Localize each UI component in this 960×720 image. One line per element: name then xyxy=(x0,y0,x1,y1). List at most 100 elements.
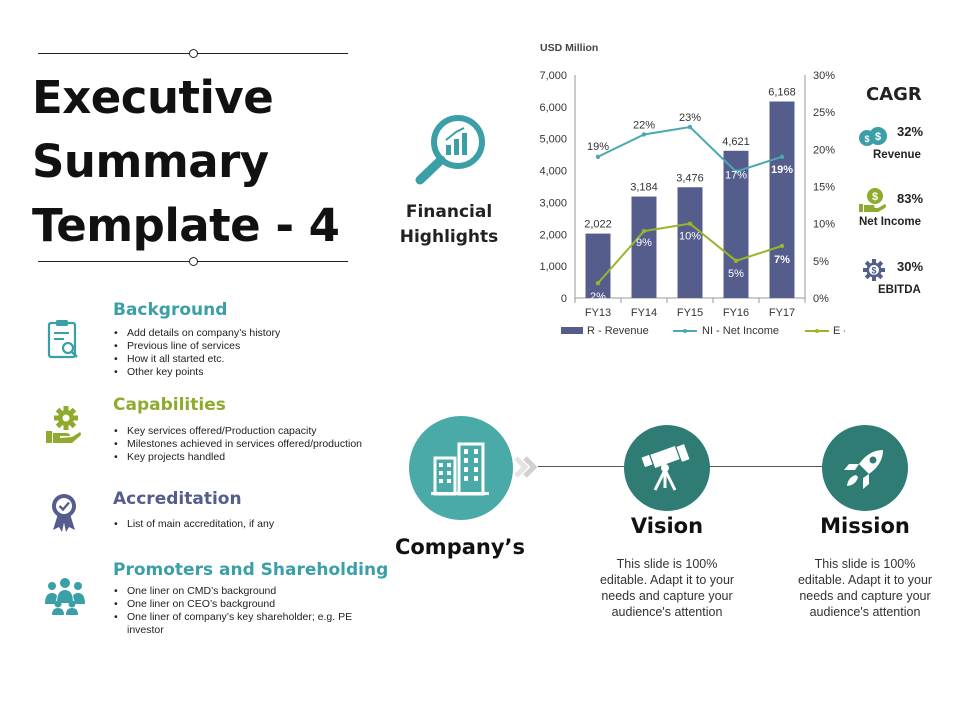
legend-marker xyxy=(815,329,819,333)
mission-circle xyxy=(822,425,908,511)
line-value-label: 23% xyxy=(679,112,701,124)
bar xyxy=(677,187,703,298)
x-tick-label: FY17 xyxy=(769,307,795,319)
y-tick-label: 7,000 xyxy=(539,70,567,82)
x-tick-label: FY13 xyxy=(585,307,611,319)
y2-tick-label: 30% xyxy=(813,70,835,82)
series-point xyxy=(779,154,785,159)
financial-highlights-label: Financial Highlights xyxy=(399,202,499,247)
title-bottom-dot xyxy=(189,257,198,266)
line-value-label: 22% xyxy=(633,119,655,131)
dollar-gear-icon: $ xyxy=(863,259,885,281)
line-value-label: 19% xyxy=(587,141,609,153)
money-bag-icon: $ $ xyxy=(859,127,887,146)
bar-value-label: 3,184 xyxy=(630,182,658,194)
chevron-right-icon xyxy=(514,456,538,478)
list-item: Milestones achieved in services offered/… xyxy=(113,438,362,451)
mission-label: Mission xyxy=(820,514,910,538)
series-line xyxy=(597,125,783,173)
legend-label: E - EBITDA xyxy=(833,325,845,337)
list-item: One liner on CMD’s background xyxy=(113,585,358,598)
legend-label: NI - Net Income xyxy=(702,325,779,337)
series-point xyxy=(733,169,739,174)
bar-value-label: 2,022 xyxy=(584,219,612,231)
section-heading-promoters: Promoters and Shareholding xyxy=(113,560,389,580)
line-value-label: 10% xyxy=(679,231,701,243)
list-item: Key projects handled xyxy=(113,451,362,464)
financial-chart: USD Million 0 1,000 2,000 3,000 4,000 5,000 6,… xyxy=(539,42,845,337)
bar xyxy=(585,233,611,298)
bar xyxy=(723,150,749,298)
line-value-label: 9% xyxy=(636,237,652,249)
svg-text:$: $ xyxy=(864,134,869,144)
legend-marker xyxy=(683,329,687,333)
svg-text:$: $ xyxy=(872,191,878,203)
series-point xyxy=(779,243,785,249)
clipboard-search-icon xyxy=(47,320,78,359)
y2-tick-label: 0% xyxy=(813,293,829,305)
series-point xyxy=(687,221,693,226)
series-point xyxy=(641,228,647,234)
legend-swatch xyxy=(561,327,583,334)
list-item: Add details on company’s history xyxy=(113,327,280,340)
y-tick-label: 1,000 xyxy=(539,261,567,273)
bar xyxy=(631,196,657,298)
award-ribbon-icon xyxy=(52,494,76,532)
list-item: One liner on CEO’s background xyxy=(113,598,358,611)
people-group-icon xyxy=(45,578,85,615)
building-icon xyxy=(431,442,489,496)
svg-text:$: $ xyxy=(875,131,881,143)
y-tick-label: 3,000 xyxy=(539,197,567,209)
x-tick-label: FY15 xyxy=(677,307,703,319)
line-value-label: 17% xyxy=(725,170,747,182)
y2-tick-label: 10% xyxy=(813,219,835,231)
y-tick-label: 5,000 xyxy=(539,134,567,146)
list-item: Key services offered/Production capacity xyxy=(113,425,362,438)
company-circle xyxy=(409,416,513,520)
cagr-value: 83% xyxy=(897,191,924,206)
series-point xyxy=(733,258,739,264)
bar-value-label: 6,168 xyxy=(768,87,796,99)
series-point xyxy=(687,124,693,130)
series-point xyxy=(595,280,601,286)
line-value-label: 19% xyxy=(771,164,793,176)
y-tick-label: 2,000 xyxy=(539,229,567,241)
page-title: Executive Summary Template - 4 xyxy=(32,71,340,252)
y-tick-label: 6,000 xyxy=(539,102,567,114)
section-heading-background: Background xyxy=(113,300,228,320)
cagr-name: Net Income xyxy=(859,216,921,228)
cagr-value: 32% xyxy=(897,124,924,139)
cagr-name: EBITDA xyxy=(878,284,921,296)
accreditation-list: List of main accreditation, if any xyxy=(113,518,274,531)
title-top-dot xyxy=(189,49,198,58)
line-value-label: 2% xyxy=(590,291,606,303)
section-heading-capabilities: Capabilities xyxy=(113,395,226,415)
mission-description: This slide is 100% editable. Adapt it to… xyxy=(797,557,933,619)
y2-tick-label: 20% xyxy=(813,144,835,156)
list-item: One liner of company’s key shareholder; … xyxy=(113,611,358,637)
y-tick-label: 4,000 xyxy=(539,166,567,178)
gear-hand-icon xyxy=(46,406,81,443)
series-point xyxy=(595,154,601,159)
cagr-value: 30% xyxy=(897,259,924,274)
series-point xyxy=(641,132,647,137)
dollar-hand-icon: $ xyxy=(859,188,886,212)
x-tick-label: FY14 xyxy=(631,307,657,319)
line-value-label: 7% xyxy=(774,254,790,266)
list-item: Other key points xyxy=(113,366,280,379)
svg-text:$: $ xyxy=(871,266,876,276)
bar xyxy=(769,101,795,298)
rocket-icon xyxy=(844,450,883,489)
list-item: List of main accreditation, if any xyxy=(113,518,274,531)
vision-description: This slide is 100% editable. Adapt it to… xyxy=(599,557,735,619)
bar-value-label: 3,476 xyxy=(676,172,704,184)
background-list: Add details on company’s history Previou… xyxy=(113,327,280,379)
cagr-title: CAGR xyxy=(866,84,922,105)
y2-tick-label: 15% xyxy=(813,182,835,194)
list-item: How it all started etc. xyxy=(113,353,280,366)
y-axis-unit-label: USD Million xyxy=(540,42,598,54)
section-heading-accreditation: Accreditation xyxy=(113,489,242,509)
magnifier-chart-icon xyxy=(415,115,485,185)
bar-value-label: 4,621 xyxy=(722,136,750,148)
line-value-label: 5% xyxy=(728,268,744,280)
